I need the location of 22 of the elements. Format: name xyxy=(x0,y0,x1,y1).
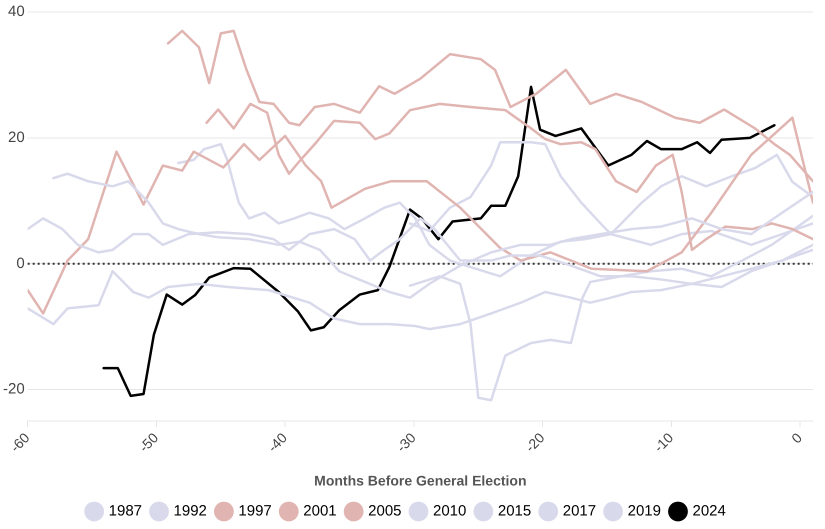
x-tick-label: -20 xyxy=(522,429,548,456)
y-tick-label: -20 xyxy=(2,380,25,398)
legend-label: 2010 xyxy=(433,502,466,520)
x-tick-label: -10 xyxy=(650,429,676,456)
legend-label: 1987 xyxy=(108,502,142,520)
y-tick-label: 20 xyxy=(8,128,25,146)
legend-label: 2019 xyxy=(628,502,661,520)
x-tick-label: -30 xyxy=(393,429,419,456)
x-tick-label: -50 xyxy=(136,429,162,456)
legend-label: 2015 xyxy=(498,502,532,520)
legend-label: 1997 xyxy=(238,502,272,520)
y-tick-label: 40 xyxy=(8,3,25,20)
legend-label: 1992 xyxy=(174,502,207,520)
x-tick-label: -40 xyxy=(264,429,290,456)
legend-label: 2001 xyxy=(303,502,337,520)
legend-label: 2024 xyxy=(692,502,726,520)
legend-label: 2017 xyxy=(562,502,596,520)
x-tick-label: -60 xyxy=(6,429,33,456)
x-tick-label: 0 xyxy=(788,429,806,446)
x-axis-title: Months Before General Election xyxy=(314,472,527,488)
y-tick-label: 0 xyxy=(16,254,25,272)
legend-label: 2005 xyxy=(368,502,402,520)
